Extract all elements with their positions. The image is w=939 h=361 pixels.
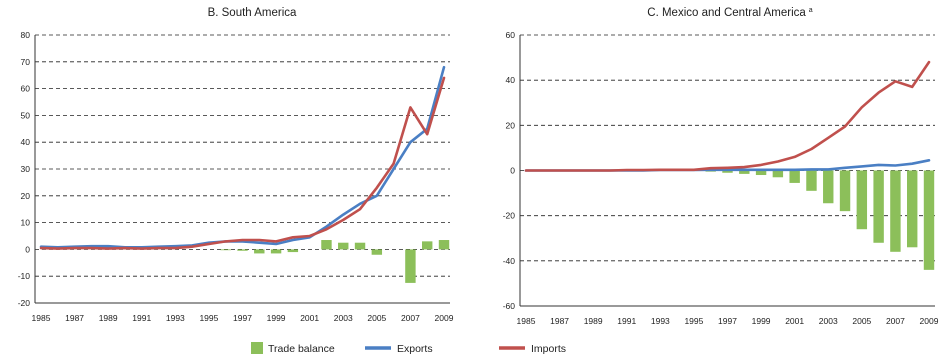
chart-legend: Trade balance Exports Imports — [251, 342, 566, 355]
legend-label-exports: Exports — [397, 343, 433, 355]
title-footnote-mark: a — [809, 7, 813, 14]
y-tick-label: -40 — [503, 256, 516, 266]
x-tick-label: 1999 — [267, 313, 286, 323]
x-tick-label: 2005 — [852, 316, 871, 326]
chart-title: B. South America — [208, 7, 297, 19]
x-tick-label: 1987 — [65, 313, 84, 323]
x-tick-label: 1985 — [32, 313, 51, 323]
trade-balance-bar — [354, 242, 366, 250]
legend-swatch-trade-balance — [251, 342, 263, 354]
x-tick-label: 2009 — [920, 316, 939, 326]
x-tick-label: 2003 — [819, 316, 838, 326]
trade-balance-bar — [873, 170, 884, 243]
trade-balance-bar — [856, 170, 868, 230]
legend-label-imports: Imports — [531, 343, 566, 355]
y-tick-label: 20 — [506, 120, 516, 130]
legend-label-trade-balance: Trade balance — [268, 343, 335, 355]
x-tick-label: 1993 — [651, 316, 670, 326]
x-tick-label: 1995 — [684, 316, 703, 326]
x-tick-label: 2005 — [367, 313, 386, 323]
trade-balance-bar — [237, 249, 248, 251]
y-tick-label: -20 — [503, 211, 516, 221]
y-tick-label: 0 — [510, 166, 515, 176]
trade-balance-bar — [438, 240, 450, 250]
y-tick-label: 40 — [21, 137, 31, 147]
imports-line — [39, 76, 446, 250]
x-tick-label: 1991 — [617, 316, 636, 326]
x-tick-label: 1989 — [584, 316, 603, 326]
x-tick-label: 2007 — [401, 313, 420, 323]
trade-balance-bar — [338, 242, 349, 250]
y-tick-label: 80 — [21, 30, 31, 40]
chart-panel-mexico-central-america: C. Mexico and Central America a -60 -40 -20 0… — [503, 7, 939, 326]
trade-balance-bar — [371, 249, 383, 255]
y-tick-label: 60 — [21, 84, 31, 94]
x-tick-label: 2003 — [334, 313, 353, 323]
chart-title: C. Mexico and Central America a — [647, 7, 813, 19]
trade-balance-bar — [755, 170, 767, 176]
trade-balance-bar — [739, 170, 750, 174]
trade-balance-bar — [321, 240, 332, 250]
x-tick-label: 1985 — [517, 316, 536, 326]
trade-balance-bar — [839, 170, 851, 212]
y-tick-label: -10 — [18, 271, 31, 281]
x-tick-label: 1997 — [718, 316, 737, 326]
x-tick-label: 2007 — [886, 316, 905, 326]
y-tick-label: 20 — [21, 191, 31, 201]
trade-balance-bar — [789, 170, 800, 183]
trade-balance-bar — [772, 170, 784, 178]
x-tick-label: 2001 — [785, 316, 804, 326]
y-tick-label: 10 — [21, 218, 31, 228]
x-tick-label: 1987 — [550, 316, 569, 326]
y-tick-label: 50 — [21, 110, 31, 120]
x-tick-label: 1995 — [199, 313, 218, 323]
trade-balance-bar — [722, 170, 733, 173]
trade-balance-bar — [287, 249, 299, 253]
trade-balance-bar — [907, 170, 918, 248]
y-tick-label: -60 — [503, 301, 516, 311]
imports-line — [524, 60, 931, 172]
x-tick-label: 1997 — [233, 313, 252, 323]
x-tick-label: 2001 — [300, 313, 319, 323]
x-tick-label: 1999 — [752, 316, 771, 326]
trade-balance-bar — [806, 170, 817, 191]
x-tick-label: 1989 — [99, 313, 118, 323]
y-tick-label: 30 — [21, 164, 31, 174]
y-tick-label: 70 — [21, 57, 31, 67]
trade-balance-bar — [270, 249, 282, 254]
y-tick-label: 40 — [506, 75, 516, 85]
exports-line — [39, 65, 446, 249]
chart-panel-south-america: B. South America -20 -10 0 10 20 30 40 50 60 70 80 1… — [18, 7, 454, 323]
x-tick-label: 1991 — [132, 313, 151, 323]
trade-balance-bar — [254, 249, 265, 254]
trade-balance-bar — [890, 170, 901, 252]
y-tick-label: 0 — [25, 244, 30, 254]
y-tick-label: 60 — [506, 30, 516, 40]
trade-balance-bar — [405, 249, 416, 283]
trade-balance-bar — [823, 170, 834, 204]
x-tick-label: 2009 — [435, 313, 454, 323]
trade-balance-bar — [220, 249, 231, 251]
y-tick-label: -20 — [18, 298, 31, 308]
x-tick-label: 1993 — [166, 313, 185, 323]
trade-balance-bar — [923, 170, 935, 270]
trade-balance-bar — [422, 241, 433, 250]
